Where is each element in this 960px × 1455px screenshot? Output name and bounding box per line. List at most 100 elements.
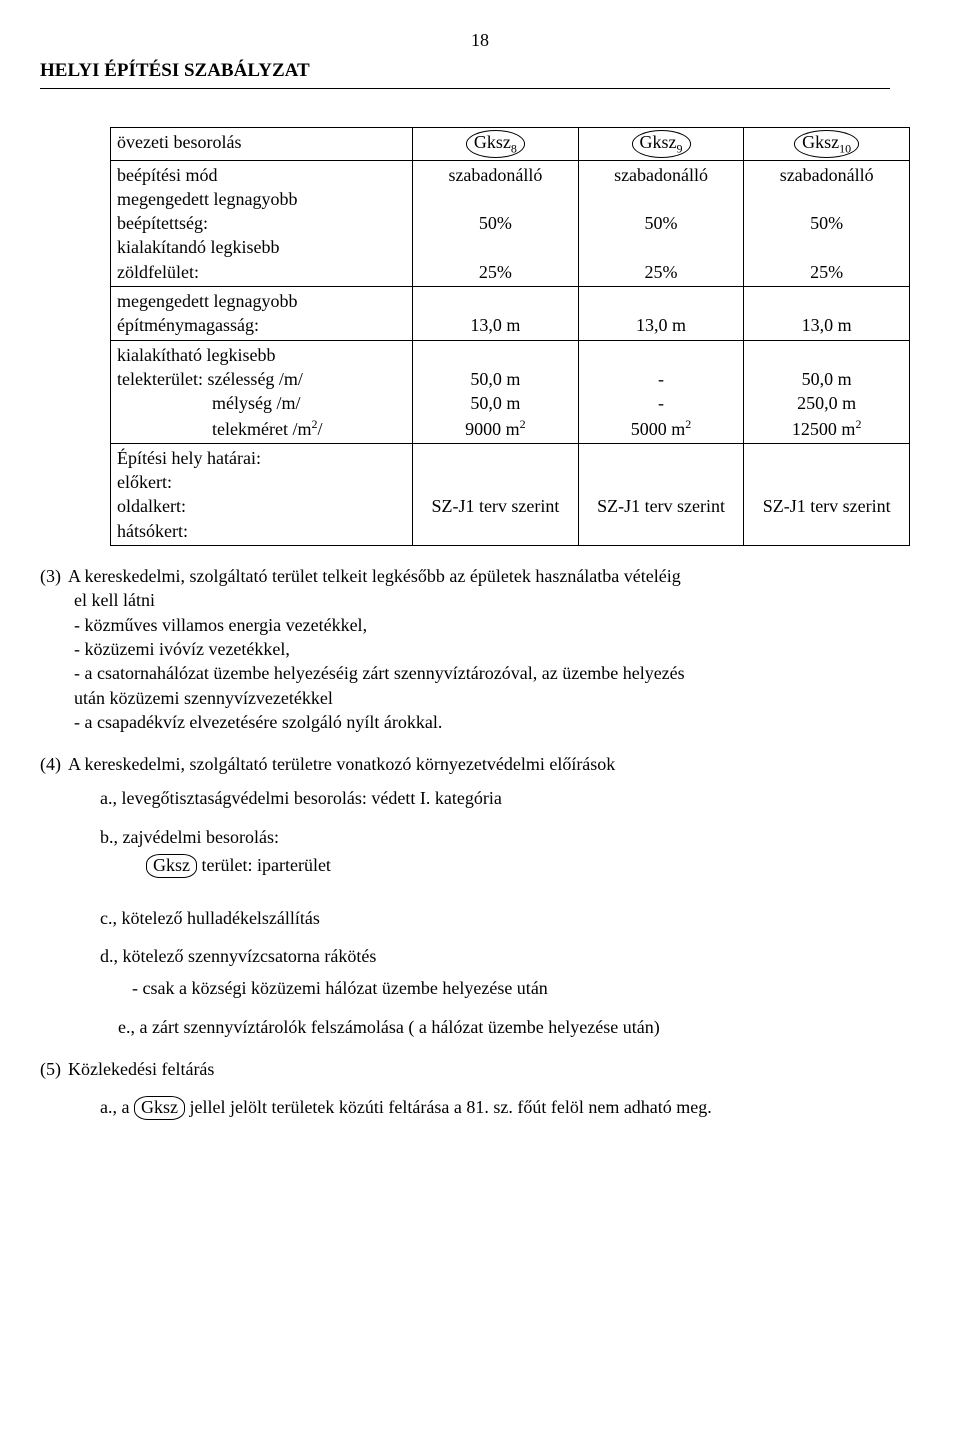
- sub-item-a: a., levegőtisztaságvédelmi besorolás: vé…: [40, 786, 890, 810]
- page-number: 18: [471, 30, 489, 51]
- bullet: - a csapadékvíz elvezetésére szolgáló ny…: [40, 710, 890, 734]
- val: 50%: [750, 211, 903, 235]
- val: 50%: [419, 211, 572, 235]
- sub-item-c: c., kötelező hulladékelszállítás: [40, 906, 890, 930]
- val-num: 9000 m: [465, 419, 520, 439]
- val: [750, 343, 903, 367]
- val: 250,0 m: [750, 391, 903, 415]
- text: a., a: [100, 1097, 134, 1117]
- para-number: (5): [40, 1057, 68, 1081]
- zone-label: Gksz: [474, 132, 511, 152]
- zone-chip: Gksz: [134, 1096, 185, 1120]
- value-cell: SZ-J1 terv szerint: [413, 443, 579, 545]
- label-line: beépítési mód: [117, 163, 406, 187]
- label-line: mélység /m/: [117, 391, 406, 415]
- val: [419, 289, 572, 313]
- zone-chip: Gksz8: [466, 130, 525, 158]
- table-row: megengedett legnagyobb építménymagasság:…: [111, 287, 910, 341]
- val: [585, 343, 738, 367]
- sub-item-e: e., a zárt szennyvíztárolók felszámolása…: [40, 1015, 890, 1039]
- value-cell: 13,0 m: [744, 287, 910, 341]
- row-label: Építési hely határai: előkert: oldalkert…: [111, 443, 413, 545]
- val: 12500 m2: [750, 416, 903, 441]
- value-cell: - - 5000 m2: [578, 340, 744, 443]
- table-row: övezeti besorolás Gksz8 Gksz9 Gksz10: [111, 128, 910, 161]
- para-text: A kereskedelmi, szolgáltató területre vo…: [68, 754, 615, 774]
- val: [750, 289, 903, 313]
- label-line: telekméret /m2/: [117, 416, 406, 441]
- sub-item-d-inner: - csak a községi közüzemi hálózat üzembe…: [40, 976, 890, 1000]
- zone-chip: Gksz9: [632, 130, 691, 158]
- label-line: Építési hely határai:: [117, 446, 406, 470]
- val: -: [585, 367, 738, 391]
- val: [750, 446, 903, 470]
- label-text: /: [317, 419, 322, 439]
- val: [419, 187, 572, 211]
- val: [419, 519, 572, 543]
- val: szabadonálló: [750, 163, 903, 187]
- zone-cell: Gksz9: [578, 128, 744, 161]
- zoning-table: övezeti besorolás Gksz8 Gksz9 Gksz10 beé…: [110, 127, 910, 546]
- value-cell: szabadonálló 50% 25%: [578, 160, 744, 286]
- text: terület: iparterület: [197, 855, 331, 875]
- label-line: oldalkert:: [117, 494, 406, 518]
- value-cell: 50,0 m 50,0 m 9000 m2: [413, 340, 579, 443]
- page: 18 HELYI ÉPÍTÉSI SZABÁLYZAT övezeti beso…: [0, 0, 960, 1455]
- para-number: (4): [40, 752, 68, 776]
- table-row: beépítési mód megengedett legnagyobb beé…: [111, 160, 910, 286]
- paragraph-5: (5)Közlekedési feltárás a., a Gksz jelle…: [40, 1057, 890, 1120]
- val: szabadonálló: [585, 163, 738, 187]
- val: [750, 235, 903, 259]
- sub-item-b-inner: Gksz terület: iparterület: [40, 853, 890, 878]
- table-row: Építési hely határai: előkert: oldalkert…: [111, 443, 910, 545]
- val: 25%: [585, 260, 738, 284]
- val: SZ-J1 terv szerint: [419, 494, 572, 518]
- sup: 2: [685, 417, 691, 431]
- label-line: beépítettség:: [117, 211, 406, 235]
- val: [585, 235, 738, 259]
- para-number: (3): [40, 564, 68, 588]
- value-cell: 13,0 m: [578, 287, 744, 341]
- zone-chip: Gksz: [146, 854, 197, 878]
- val: 50%: [585, 211, 738, 235]
- value-cell: szabadonálló 50% 25%: [744, 160, 910, 286]
- row-label: beépítési mód megengedett legnagyobb beé…: [111, 160, 413, 286]
- zone-cell: Gksz10: [744, 128, 910, 161]
- val: [419, 343, 572, 367]
- val: SZ-J1 terv szerint: [585, 494, 738, 518]
- row-label: kialakítható legkisebb telekterület: szé…: [111, 340, 413, 443]
- val: -: [585, 391, 738, 415]
- value-cell: 13,0 m: [413, 287, 579, 341]
- para-text: Közlekedési feltárás: [68, 1059, 214, 1079]
- sub-item-d: d., kötelező szennyvízcsatorna rákötés: [40, 944, 890, 968]
- val: [419, 446, 572, 470]
- val-num: 12500 m: [792, 419, 856, 439]
- val: [585, 470, 738, 494]
- divider: [40, 88, 890, 89]
- zone-sub: 8: [511, 142, 517, 156]
- val: 13,0 m: [585, 313, 738, 337]
- label-line: előkert:: [117, 470, 406, 494]
- label-text: telekméret /m: [212, 419, 311, 439]
- val: SZ-J1 terv szerint: [750, 494, 903, 518]
- value-cell: SZ-J1 terv szerint: [578, 443, 744, 545]
- val: 5000 m2: [585, 416, 738, 441]
- label-line: telekterület: szélesség /m/: [117, 367, 406, 391]
- val: 25%: [750, 260, 903, 284]
- val: [419, 235, 572, 259]
- value-cell: szabadonálló 50% 25%: [413, 160, 579, 286]
- sub-item-b: b., zajvédelmi besorolás:: [40, 825, 890, 849]
- val: [585, 519, 738, 543]
- sup: 2: [520, 417, 526, 431]
- bullet: - közüzemi ivóvíz vezetékkel,: [40, 637, 890, 661]
- bullet: után közüzemi szennyvízvezetékkel: [40, 686, 890, 710]
- label-line: hátsókert:: [117, 519, 406, 543]
- zone-chip: Gksz10: [794, 130, 859, 158]
- zone-sub: 9: [677, 142, 683, 156]
- para-text: A kereskedelmi, szolgáltató terület telk…: [68, 566, 681, 586]
- text: jellel jelölt területek közúti feltárása…: [185, 1097, 712, 1117]
- label-line: megengedett legnagyobb: [117, 187, 406, 211]
- val: 9000 m2: [419, 416, 572, 441]
- val: [419, 470, 572, 494]
- val: 50,0 m: [750, 367, 903, 391]
